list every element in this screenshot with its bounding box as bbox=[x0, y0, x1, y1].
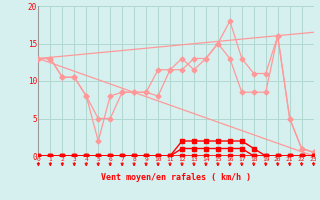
X-axis label: Vent moyen/en rafales ( km/h ): Vent moyen/en rafales ( km/h ) bbox=[101, 174, 251, 182]
